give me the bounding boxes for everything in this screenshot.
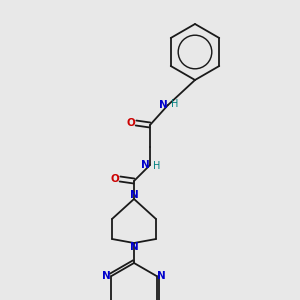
Text: H: H bbox=[171, 99, 179, 109]
Text: O: O bbox=[127, 118, 135, 128]
Text: N: N bbox=[130, 190, 138, 200]
Text: N: N bbox=[159, 100, 167, 110]
Text: N: N bbox=[157, 271, 166, 281]
Text: N: N bbox=[102, 271, 111, 281]
Text: N: N bbox=[130, 242, 138, 252]
Text: O: O bbox=[111, 174, 119, 184]
Text: N: N bbox=[141, 160, 149, 170]
Text: H: H bbox=[153, 161, 161, 171]
